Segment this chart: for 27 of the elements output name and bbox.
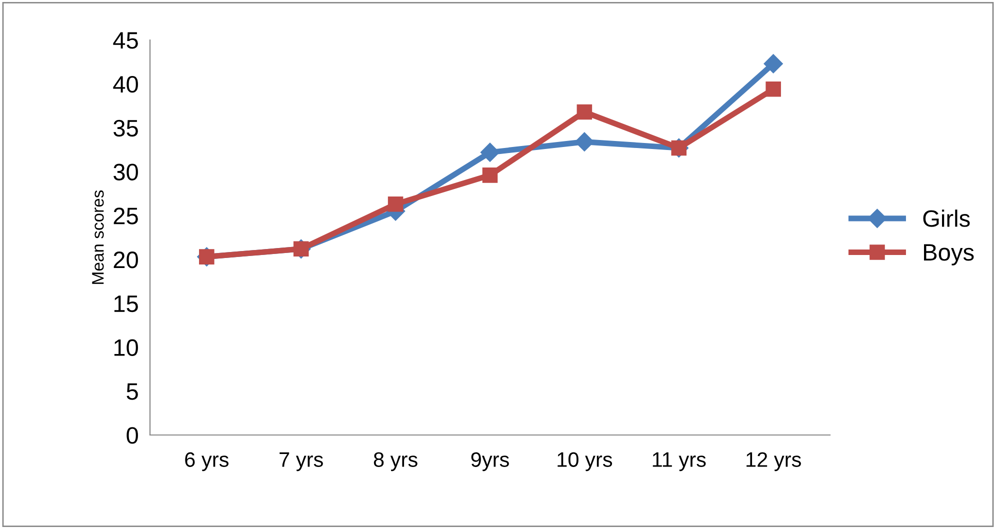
y-tick-label: 35 [114,120,138,137]
y-tick-label: 20 [114,252,138,268]
point [764,54,783,74]
y-tick-label: 10 [114,339,138,356]
point [388,196,404,212]
point [482,168,498,183]
x-tick-label: 6 yrs [185,452,228,472]
x-tick-label: 10 yrs [558,452,612,472]
x-tick-label: 9yrs [471,452,509,472]
y-tick-label: 15 [114,296,138,312]
y-axis-title: Mean scores [92,190,104,284]
legend-label: Boys [924,244,974,266]
point [480,142,500,162]
y-tick-label: 0 [126,427,138,444]
legend-label: Girls [923,210,970,227]
y-tick-label: 5 [126,383,138,400]
point [766,82,781,97]
point [576,104,592,120]
y-tick-label: 40 [113,76,138,93]
x-tick-label: 12 yrs [746,452,801,472]
y-tick-label: 25 [114,208,138,224]
y-tick-label: 45 [113,32,138,49]
x-tick-label: 8 yrs [374,452,418,472]
y-tick-label: 30 [114,164,138,180]
point [574,132,594,152]
x-tick-label: 11 yrs [652,452,706,472]
x-tick-label: 7 yrs [280,452,323,472]
